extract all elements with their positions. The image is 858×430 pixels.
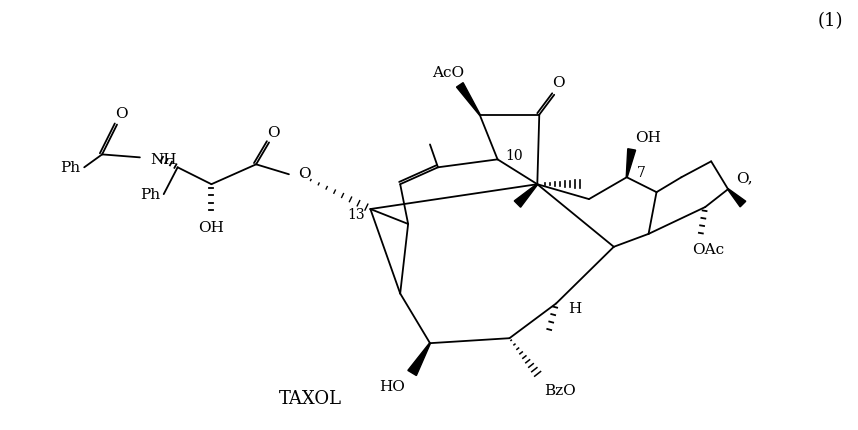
Text: O: O (267, 125, 280, 139)
Text: NH: NH (150, 153, 176, 167)
Polygon shape (408, 343, 431, 376)
Text: Ph: Ph (60, 161, 81, 175)
Polygon shape (514, 184, 538, 208)
Text: 10: 10 (505, 149, 523, 163)
Text: HO: HO (379, 379, 405, 393)
Text: O,: O, (736, 171, 752, 185)
Text: (1): (1) (818, 12, 843, 30)
Text: TAXOL: TAXOL (279, 389, 342, 407)
Text: BzO: BzO (544, 383, 576, 397)
Text: H: H (568, 302, 582, 316)
Text: OAc: OAc (692, 242, 724, 256)
Text: AcO: AcO (432, 66, 464, 80)
Text: Ph: Ph (140, 188, 160, 202)
Text: OH: OH (635, 131, 661, 145)
Text: 7: 7 (637, 166, 645, 180)
Text: 13: 13 (347, 208, 366, 221)
Text: O: O (552, 76, 565, 89)
Text: OH: OH (198, 221, 224, 234)
Polygon shape (626, 149, 636, 178)
Text: O: O (298, 167, 311, 181)
Polygon shape (456, 83, 480, 116)
Text: O: O (115, 106, 127, 120)
Polygon shape (728, 189, 746, 207)
